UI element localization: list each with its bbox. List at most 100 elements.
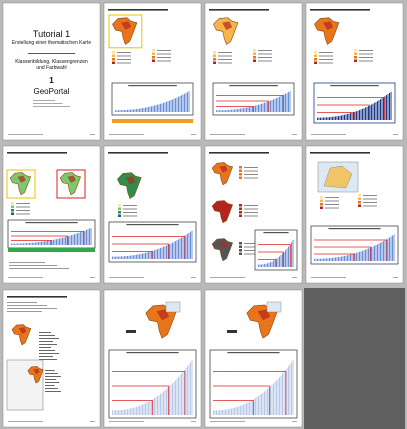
chart-bar	[261, 103, 262, 112]
map-region	[219, 241, 228, 249]
chart-bar	[368, 248, 369, 261]
chart-bar	[267, 263, 268, 267]
legend-text	[258, 57, 272, 58]
legend-swatch	[112, 51, 115, 54]
map-region	[125, 176, 136, 185]
chart-bar	[39, 241, 41, 245]
legend-swatch	[239, 204, 242, 207]
chart-bar	[345, 114, 347, 120]
chart-bar	[167, 101, 169, 112]
chart-bar	[122, 256, 124, 259]
legend-text	[325, 204, 339, 205]
chart-bar	[259, 394, 261, 415]
chart-bar	[267, 388, 268, 415]
legend-swatch	[213, 54, 216, 57]
chart-bar	[229, 408, 231, 415]
chart-bar	[256, 105, 258, 112]
chart-bar	[324, 258, 326, 261]
chart-bar	[157, 396, 158, 415]
chart-bar	[372, 103, 374, 120]
page-footer	[210, 134, 245, 135]
chart-bar	[274, 259, 276, 267]
heading	[7, 296, 67, 298]
chart-bar	[357, 252, 359, 261]
chart-bar	[27, 243, 29, 245]
chart-bar	[216, 410, 217, 415]
legend-text	[325, 200, 339, 202]
chart-bar	[35, 242, 36, 245]
legend-swatch	[112, 61, 115, 64]
chart-bar	[390, 236, 392, 261]
chart-bar	[50, 240, 51, 245]
legend-text	[123, 205, 137, 206]
chart-bar	[182, 236, 184, 259]
map-frame	[108, 14, 143, 49]
chart-bar	[173, 241, 175, 259]
chart-bar	[283, 94, 285, 112]
chart-bar	[326, 117, 327, 120]
legend-swatch	[354, 56, 357, 59]
chart-bar	[277, 257, 279, 267]
chart-bar	[219, 110, 220, 112]
text-line	[7, 302, 37, 303]
chart-bar	[167, 387, 169, 415]
legend-text	[258, 53, 272, 55]
text-line	[39, 359, 57, 360]
chart-bar	[75, 233, 77, 245]
chart-bar	[166, 388, 167, 415]
chart-bar	[348, 254, 350, 261]
chart-bar	[327, 258, 329, 261]
chart-bar	[259, 104, 261, 112]
legend-text	[244, 174, 258, 175]
chart-bar	[131, 408, 133, 415]
chart-bar	[262, 264, 264, 267]
page-footer	[109, 277, 144, 278]
chart-bar	[181, 373, 182, 415]
chart-bar	[149, 106, 151, 112]
chart-bar	[232, 408, 234, 415]
chart-bar	[280, 375, 282, 415]
chart-bar	[244, 403, 246, 415]
chart-bar	[264, 391, 265, 415]
chart-bar	[378, 100, 380, 120]
chart-title	[330, 85, 379, 87]
chart-bar	[146, 107, 148, 112]
chart-bar	[234, 109, 235, 112]
chart-bar	[222, 110, 223, 112]
text-line	[7, 311, 42, 312]
chart-bar	[250, 400, 252, 415]
chart-bar	[279, 96, 280, 112]
chart-bar	[181, 95, 182, 112]
chart-bar	[139, 108, 140, 112]
chart-bar	[116, 110, 118, 112]
chart-bar	[133, 255, 134, 259]
chart-bar	[259, 264, 261, 267]
chart-title	[229, 85, 278, 87]
chart-bar	[125, 109, 127, 112]
chart-bar	[146, 402, 148, 415]
chart-bar	[118, 256, 119, 259]
chart-bar	[244, 107, 246, 112]
chart-bar	[321, 117, 323, 120]
legend-swatch	[239, 211, 242, 214]
chart-bar	[341, 256, 342, 261]
heading	[108, 152, 168, 154]
legend-text	[244, 253, 258, 255]
chart-bar	[136, 406, 137, 415]
chart-bar	[270, 262, 271, 267]
chart-bar	[247, 402, 249, 415]
chart-bar	[176, 240, 178, 259]
chart-bar	[362, 250, 363, 261]
legend-swatch	[314, 54, 317, 57]
text-line	[45, 391, 61, 392]
chart-bar	[362, 108, 363, 120]
chart-bar	[87, 229, 89, 245]
legend-text	[319, 55, 333, 57]
legend-swatch	[314, 58, 317, 61]
chart-bar	[154, 398, 155, 415]
chart-bar	[172, 242, 173, 259]
chart-bar	[154, 105, 155, 112]
chart-bar	[45, 241, 47, 245]
chart-bar	[134, 109, 136, 112]
chart-bar	[184, 370, 185, 415]
